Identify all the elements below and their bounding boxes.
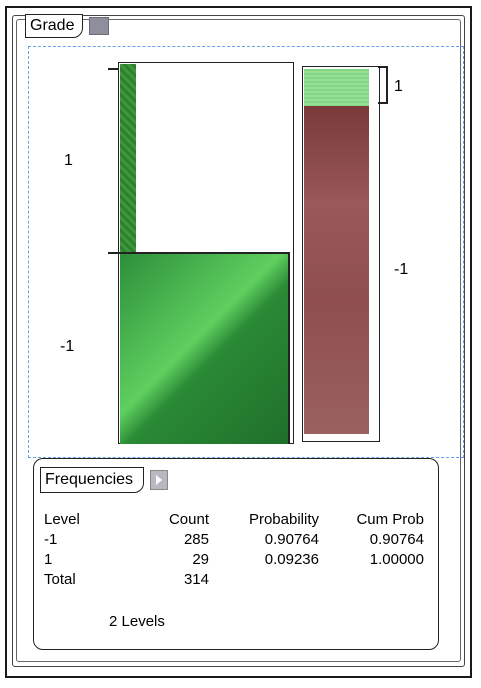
cell-probability: 0.09236 [264, 551, 319, 568]
table-header-row: Level Count Probability Cum Prob [44, 510, 424, 530]
mosaic-cell-level-neg1[interactable] [120, 252, 290, 444]
probability-segment-level-1[interactable] [304, 69, 369, 106]
cell-count: 285 [183, 531, 209, 548]
right-label-neg1: -1 [394, 261, 409, 278]
cell-probability: 0.90764 [264, 531, 319, 548]
right-label-1: 1 [394, 78, 403, 95]
cell-level: -1 [44, 531, 58, 548]
right-bracket-top [378, 66, 388, 68]
y-label-1: 1 [64, 152, 73, 169]
col-header-count: Count [168, 511, 209, 528]
frequencies-panel [33, 458, 439, 650]
probability-segment-level-neg1[interactable] [304, 106, 369, 434]
col-header-probability: Probability [248, 511, 319, 528]
table-total-row: Total 314 [44, 570, 424, 590]
report-outline [12, 15, 465, 667]
grade-title[interactable]: Grade [25, 14, 84, 38]
table-row: 1 29 0.09236 1.00000 [44, 550, 424, 570]
mosaic-plot-frame[interactable] [28, 46, 464, 458]
frequencies-table: Level Count Probability Cum Prob -1 285 … [44, 510, 424, 590]
col-header-level: Level [44, 511, 80, 528]
total-count: 314 [183, 571, 209, 588]
report-outline-inner: Grade [16, 14, 461, 662]
y-tick-mid [108, 252, 120, 254]
col-header-cum-prob: Cum Prob [356, 511, 424, 528]
right-bracket-bottom [378, 102, 388, 104]
grade-outline-header: Grade [25, 14, 110, 38]
frequencies-header: Frequencies [40, 467, 169, 493]
levels-count-note: 2 Levels [109, 613, 165, 630]
y-tick-top [108, 68, 118, 70]
cell-cum-prob: 1.00000 [369, 551, 424, 568]
cell-cum-prob: 0.90764 [369, 531, 424, 548]
y-label-neg1: -1 [60, 338, 75, 355]
frequencies-title[interactable]: Frequencies [40, 467, 145, 493]
expand-triangle-icon[interactable] [150, 470, 169, 490]
cell-level: 1 [44, 551, 53, 568]
table-row: -1 285 0.90764 0.90764 [44, 530, 424, 550]
cell-count: 29 [192, 551, 209, 568]
total-label: Total [44, 571, 76, 588]
right-bracket-vertical [386, 66, 388, 104]
disclosure-icon[interactable] [89, 17, 110, 35]
